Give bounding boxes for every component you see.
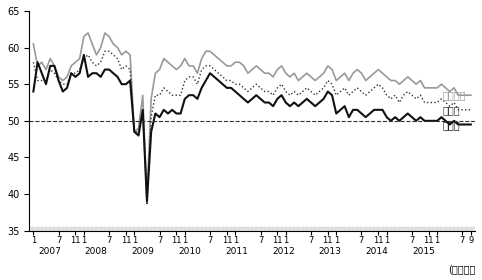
全産業: [354, 86, 360, 90]
製造業: [228, 86, 234, 90]
非製造業: [85, 31, 91, 35]
全産業: [102, 50, 108, 53]
Legend: 非製造業, 全産業, 製造業: 非製造業, 全産業, 製造業: [439, 86, 470, 134]
全産業: [35, 79, 40, 82]
全産業: [89, 60, 95, 64]
非製造業: [468, 94, 474, 97]
全産業: [359, 90, 364, 93]
製造業: [468, 123, 474, 126]
製造業: [354, 108, 360, 111]
非製造業: [30, 42, 36, 46]
製造業: [207, 71, 213, 75]
非製造業: [207, 50, 213, 53]
Line: 非製造業: 非製造業: [33, 33, 471, 198]
製造業: [81, 53, 87, 57]
非製造業: [359, 71, 364, 75]
非製造業: [228, 64, 234, 67]
全産業: [30, 60, 36, 64]
Line: 製造業: 製造業: [33, 55, 471, 201]
非製造業: [94, 53, 99, 57]
製造業: [35, 60, 40, 64]
非製造業: [35, 64, 40, 67]
製造業: [359, 112, 364, 115]
非製造業: [354, 68, 360, 71]
全産業: [144, 203, 150, 207]
全産業: [228, 79, 234, 82]
Bar: [29, 227, 475, 231]
製造業: [144, 200, 150, 203]
全産業: [468, 108, 474, 111]
製造業: [30, 90, 36, 93]
Line: 全産業: 全産業: [33, 51, 471, 205]
製造業: [94, 71, 99, 75]
Text: (年、月）: (年、月）: [448, 264, 475, 274]
非製造業: [144, 196, 150, 199]
全産業: [207, 64, 213, 67]
